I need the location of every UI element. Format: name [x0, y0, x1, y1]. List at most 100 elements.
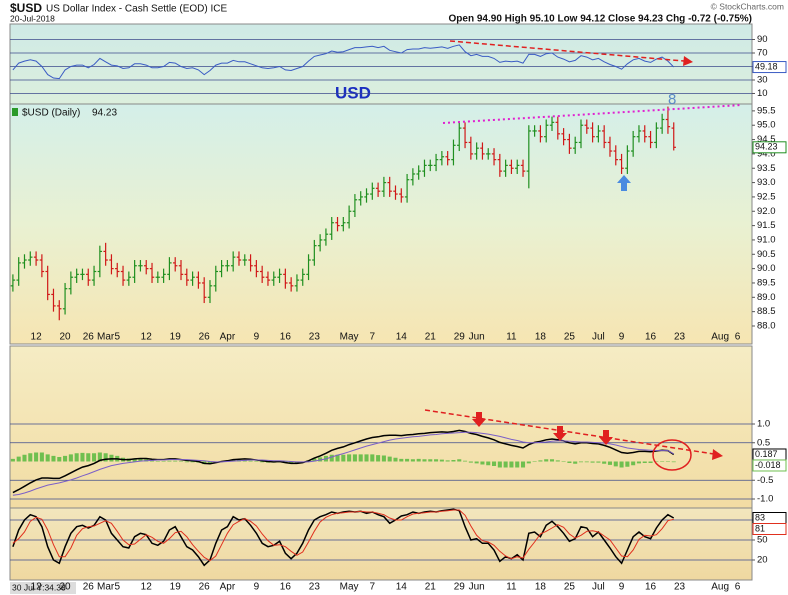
x-tick-label: 11 [506, 332, 517, 343]
y-tick-label: 93.0 [757, 177, 776, 188]
annotation-wave: 8 [668, 91, 676, 108]
histogram-bar [28, 453, 33, 462]
last-value-box [752, 459, 787, 472]
x-tick-label: 23 [309, 582, 321, 593]
histogram-bar [578, 461, 584, 463]
readout-bg [10, 582, 76, 594]
annotation-usd: USD [335, 83, 371, 102]
histogram-bar [16, 456, 21, 462]
histogram-bar [149, 460, 155, 462]
histogram-bar [613, 461, 618, 467]
histogram-bar [596, 461, 601, 463]
histogram-bar [503, 461, 508, 468]
x-tick-label: Jun [469, 582, 485, 593]
histogram-bar [573, 461, 578, 464]
x-tick-label: 16 [645, 332, 657, 343]
histogram-bar [376, 455, 381, 462]
y-tick-label: -0.5 [757, 475, 773, 486]
cursor-readout: 30 Jul Y:34.38 [12, 582, 66, 592]
y-tick-label: 30 [757, 75, 768, 86]
histogram-bar [468, 461, 473, 463]
histogram-bar [167, 460, 172, 462]
credit: © StockCharts.com [711, 1, 784, 11]
x-tick-label: May [340, 332, 359, 343]
histogram-bar [39, 452, 44, 462]
histogram-bar [642, 461, 647, 463]
histogram-bar [80, 452, 85, 462]
y-tick-label: 10 [757, 88, 768, 99]
histogram-bar [260, 461, 265, 463]
y-tick-label: 50 [757, 535, 768, 546]
circle-mark [652, 439, 692, 471]
histogram-bar [631, 461, 636, 466]
last-value-label: 81 [755, 523, 765, 533]
x-tick-label: 26 [199, 332, 211, 343]
x-tick-label: 23 [309, 332, 321, 343]
rsi-panel [9, 23, 753, 105]
x-tick-label: 11 [506, 582, 517, 593]
histogram-bar [335, 454, 340, 462]
histogram-bar [109, 454, 114, 462]
macd-arrow [424, 409, 715, 455]
x-tick-label: 19 [170, 582, 182, 593]
y-tick-label: 0.5 [757, 437, 770, 448]
decorations [424, 40, 743, 471]
y-tick-label: 92.0 [757, 206, 776, 217]
histogram-bar [370, 454, 375, 462]
legend-icon [12, 108, 18, 116]
x-tick-label: Aug [711, 332, 729, 343]
legend-last: 94.23 [92, 108, 117, 119]
y-tick-label: 91.0 [757, 234, 776, 245]
histogram-bar [34, 452, 39, 462]
histogram-bar [103, 453, 108, 462]
last-value-label: 49.18 [755, 61, 778, 71]
x-tick-label: 29 [454, 332, 466, 343]
histogram-bar [416, 458, 421, 462]
histogram-bar [439, 459, 444, 462]
x-tick-label: 9 [254, 582, 260, 593]
y-tick-label: 94.5 [757, 134, 776, 145]
histogram-bar [451, 460, 456, 462]
histogram-bar [387, 456, 392, 462]
histogram-bar [352, 454, 357, 462]
x-tick-label: 12 [31, 582, 43, 593]
y-tick-label: 95.5 [757, 105, 776, 116]
series-line [12, 509, 674, 562]
histogram-bar [341, 454, 346, 462]
histogram-bar [329, 454, 334, 462]
histogram-bar [86, 453, 91, 462]
histogram-bar [509, 461, 514, 468]
histogram-bar [549, 459, 555, 462]
x-tick-label: Aug [711, 582, 729, 593]
histogram-bar [625, 461, 630, 467]
x-tick-label: 23 [674, 332, 686, 343]
x-tick-label: 6 [735, 582, 741, 593]
macd-panel [9, 345, 753, 509]
histogram-bar [138, 458, 143, 462]
histogram-bar [555, 460, 560, 462]
y-tick-label: 89.0 [757, 292, 776, 303]
histogram-bar [486, 461, 491, 466]
histogram-bar [184, 461, 189, 463]
histogram-bar [544, 459, 549, 462]
series-line [12, 431, 674, 496]
histogram-bar [654, 461, 659, 462]
histogram-bar [248, 460, 253, 462]
x-tick-label: Mar [97, 582, 115, 593]
histogram-bar [619, 461, 624, 468]
histogram-bar [590, 461, 595, 463]
x-tick-label: Jun [469, 332, 485, 343]
y-tick-label: 88.0 [757, 321, 776, 332]
y-tick-label: 95.0 [757, 120, 776, 131]
y-tick-label: 89.5 [757, 277, 776, 288]
x-tick-label: 9 [619, 332, 625, 343]
y-tick-label: 94.0 [757, 148, 776, 159]
histogram-bar [497, 461, 502, 468]
y-tick-label: 90.0 [757, 263, 776, 274]
series-line [12, 508, 675, 567]
y-tick-label: 90 [757, 34, 768, 45]
x-tick-label: 5 [114, 332, 120, 343]
x-tick-label: 19 [170, 332, 182, 343]
histogram-bar [492, 461, 497, 466]
x-tick-label: 21 [425, 332, 437, 343]
